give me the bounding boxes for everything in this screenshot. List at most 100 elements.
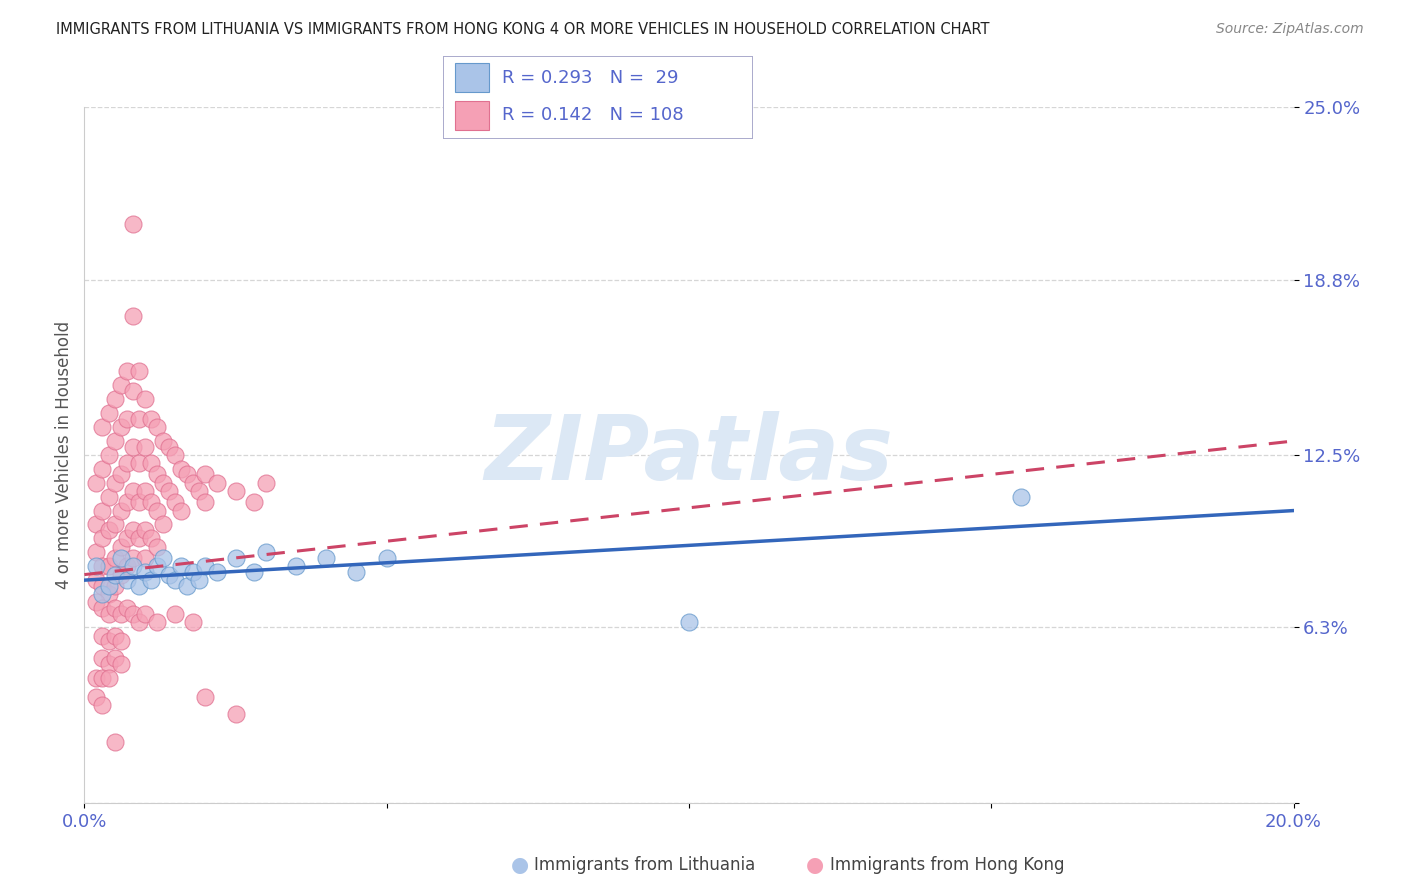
Point [134,440,156,454]
Point [242,565,264,579]
Point [146,503,169,517]
Point [110,378,132,392]
Point [91,587,114,601]
Point [110,467,132,482]
Point [86,671,108,685]
Point [134,484,156,499]
Point [181,615,204,629]
Point [254,545,277,559]
Point [254,475,277,490]
Point [157,440,180,454]
Point [97,587,120,601]
Point [163,573,186,587]
Point [110,657,132,671]
Point [146,615,169,629]
Point [375,550,398,565]
Point [225,550,247,565]
Point [146,540,169,554]
Text: R = 0.293   N =  29: R = 0.293 N = 29 [502,69,678,87]
Point [104,651,127,665]
Point [121,309,143,323]
Point [157,484,180,499]
Point [194,467,217,482]
Point [225,706,247,721]
Point [163,495,186,509]
Point [170,503,193,517]
Point [91,579,114,593]
Point [242,495,264,509]
Text: IMMIGRANTS FROM LITHUANIA VS IMMIGRANTS FROM HONG KONG 4 OR MORE VEHICLES IN HOU: IMMIGRANTS FROM LITHUANIA VS IMMIGRANTS … [56,22,990,37]
Point [97,657,120,671]
Point [207,475,229,490]
Point [91,629,114,643]
Bar [456,101,489,130]
Point [86,595,108,609]
Point [97,406,120,420]
Point [104,601,127,615]
Point [194,495,217,509]
Point [128,532,150,546]
Point [121,607,143,621]
Point [91,651,114,665]
Point [104,475,127,490]
Point [128,615,150,629]
Point [128,495,150,509]
Point [115,559,138,574]
Point [110,550,132,565]
Point [104,550,127,565]
Point [121,550,143,565]
Point [207,565,229,579]
Point [1010,490,1032,504]
Point [128,411,150,425]
Point [115,601,138,615]
Point [678,615,700,629]
Text: ZIPatlas: ZIPatlas [485,411,893,499]
Point [110,634,132,648]
Point [188,573,211,587]
Point [152,550,174,565]
Point [115,456,138,470]
Point [115,364,138,378]
Point [157,567,180,582]
Point [97,634,120,648]
Point [121,440,143,454]
Point [121,523,143,537]
Point [91,601,114,615]
Point [134,565,156,579]
Point [97,559,120,574]
Point [104,392,127,407]
Point [176,579,198,593]
Point [128,364,150,378]
Point [194,690,217,704]
Point [86,545,108,559]
Point [121,217,143,231]
Point [346,565,368,579]
Point [97,579,120,593]
Point [181,475,204,490]
Text: Immigrants from Hong Kong: Immigrants from Hong Kong [830,856,1064,874]
Point [121,384,143,398]
Point [86,517,108,532]
Point [110,420,132,434]
Point [97,607,120,621]
Point [194,559,217,574]
Point [176,467,198,482]
Point [104,579,127,593]
Point [115,532,138,546]
Point [152,434,174,448]
Point [115,495,138,509]
Point [97,448,120,462]
Point [139,573,162,587]
Point [284,559,308,574]
Point [110,607,132,621]
Point [163,607,186,621]
Text: Immigrants from Lithuania: Immigrants from Lithuania [534,856,755,874]
Point [315,550,337,565]
Point [86,573,108,587]
Point [139,495,162,509]
Point [181,565,204,579]
Point [104,567,127,582]
Point [128,579,150,593]
Point [91,503,114,517]
Point [115,573,138,587]
